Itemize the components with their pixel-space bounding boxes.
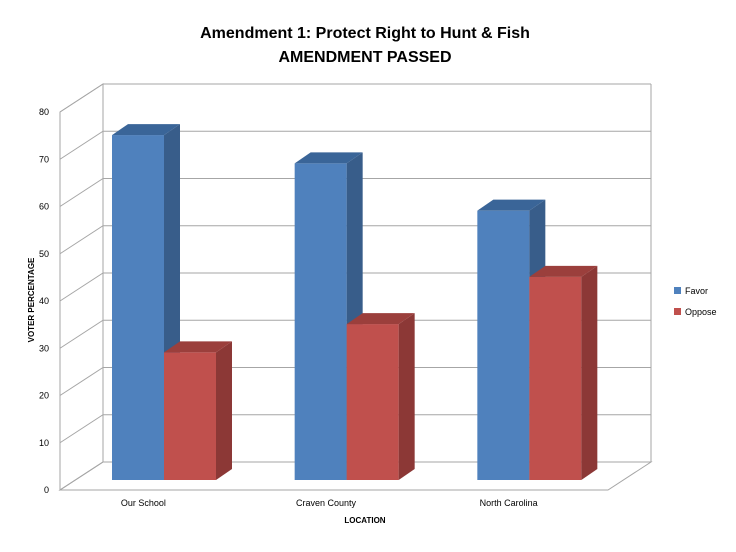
bar-side xyxy=(398,313,415,480)
gridline xyxy=(59,367,651,396)
bar-oppose-3 xyxy=(529,265,598,480)
y-axis-title: VOTER PERCENTAGE xyxy=(27,257,36,342)
legend-label-favor: Favor xyxy=(685,286,708,296)
legend-swatch-oppose xyxy=(674,308,681,315)
bars xyxy=(112,124,598,481)
bar-top xyxy=(477,199,546,211)
bar-side xyxy=(581,265,598,480)
gridline xyxy=(59,130,651,160)
gridline xyxy=(59,461,651,491)
gridline xyxy=(59,272,651,302)
chart-title: Amendment 1: Protect Right to Hunt & Fis… xyxy=(200,25,530,42)
x-tick-label: Our School xyxy=(121,498,166,508)
x-axis-ticks: Our School Craven County North Carolina xyxy=(121,498,538,508)
y-tick-label: 40 xyxy=(39,296,49,306)
y-tick-label: 10 xyxy=(39,438,49,448)
legend-label-oppose: Oppose xyxy=(685,307,717,317)
chart-subtitle: AMENDMENT PASSED xyxy=(278,49,451,66)
bar-front xyxy=(112,135,164,480)
y-tick-label: 20 xyxy=(39,391,49,401)
gridline xyxy=(59,225,651,255)
bar-front xyxy=(164,352,216,480)
bar-front xyxy=(477,210,530,481)
y-tick-label: 50 xyxy=(39,249,49,259)
gridline xyxy=(59,319,651,349)
bar-top xyxy=(164,341,232,353)
gridline xyxy=(59,178,651,207)
y-tick-label: 30 xyxy=(39,343,49,353)
gridline xyxy=(59,83,651,113)
y-tick-label: 60 xyxy=(39,202,49,212)
gridlines xyxy=(59,83,651,491)
bar-oppose-1 xyxy=(164,341,232,480)
bar-top xyxy=(294,152,363,164)
bar-top xyxy=(346,313,415,325)
bar-front xyxy=(529,276,582,480)
bar-top xyxy=(112,124,180,136)
y-tick-label: 0 xyxy=(44,485,49,495)
bar-oppose-2 xyxy=(346,313,415,480)
gridline xyxy=(59,414,651,444)
legend-swatch-favor xyxy=(674,287,681,294)
y-tick-label: 70 xyxy=(39,154,49,164)
bar-side xyxy=(216,341,232,480)
x-axis-title: LOCATION xyxy=(344,516,385,525)
x-tick-label: North Carolina xyxy=(480,498,538,508)
y-axis-ticks: 0 10 20 30 40 50 60 70 80 xyxy=(39,107,49,495)
y-tick-label: 80 xyxy=(39,107,49,117)
bar-top xyxy=(529,265,598,277)
x-tick-label: Craven County xyxy=(296,498,357,508)
bar-front xyxy=(346,324,399,480)
bar-front xyxy=(294,163,347,481)
legend: Favor Oppose xyxy=(674,286,717,317)
